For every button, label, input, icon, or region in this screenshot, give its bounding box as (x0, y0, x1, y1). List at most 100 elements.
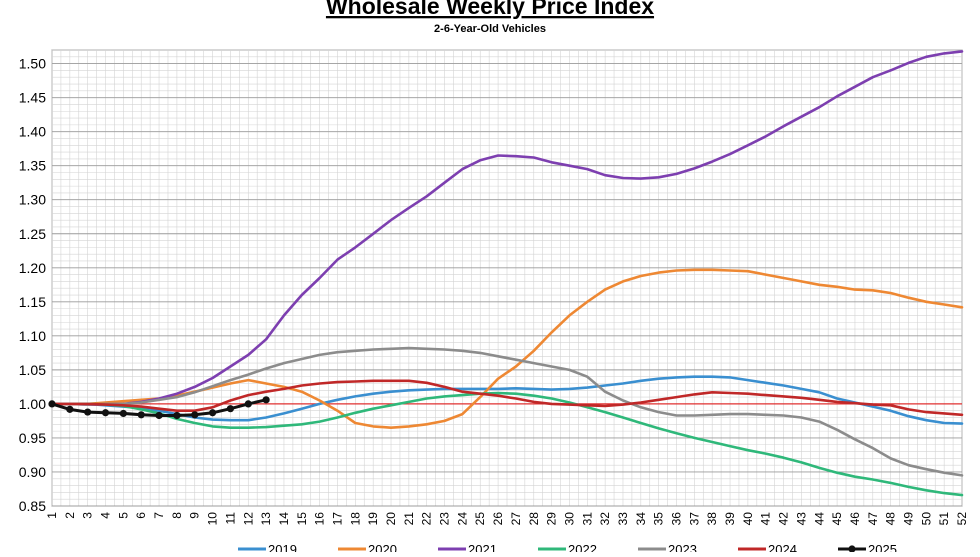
series-point-2025 (155, 411, 163, 420)
chart-subtitle: 2-6-Year-Old Vehicles (434, 23, 546, 35)
legend-label-2025: 2025 (868, 542, 897, 552)
x-tick-label: 30 (562, 512, 576, 526)
series-point-2025 (101, 409, 110, 417)
series-line-2019 (50, 375, 964, 425)
y-tick-label: 1.20 (19, 260, 46, 276)
y-tick-label: 1.45 (19, 90, 46, 106)
x-tick-label: 5 (116, 512, 130, 519)
y-axis-ticks: 1.50 1.45 1.40 1.35 1.30 1.25 1.20 1.15 1.10 1.05… (19, 56, 46, 514)
x-tick-label: 3 (81, 512, 95, 519)
x-tick-label: 32 (598, 512, 612, 526)
legend-label-2023: 2023 (668, 542, 697, 552)
x-tick-label: 7 (152, 512, 166, 519)
legend-label-2020: 2020 (368, 542, 397, 552)
x-tick-label: 26 (491, 512, 505, 526)
x-tick-label: 46 (848, 512, 862, 526)
series-point-2025 (226, 405, 235, 413)
x-tick-label: 17 (330, 512, 344, 526)
x-tick-label: 34 (634, 512, 648, 526)
series-point-2025 (244, 400, 252, 408)
x-tick-label: 21 (402, 512, 416, 526)
x-tick-label: 28 (527, 512, 541, 526)
chart-title: Wholesale Weekly Price Index (326, 0, 654, 19)
y-tick-label: 1.10 (19, 328, 46, 344)
x-tick-label: 51 (937, 512, 951, 526)
x-axis-ticks: 1 2 3 4 5 6 7 8 9 10 11 12 13 14 15 16 17 18 19 20 21 22 23 24 2… (45, 512, 969, 526)
series-point-2025 (119, 409, 127, 418)
x-tick-label: 48 (884, 512, 898, 526)
y-tick-label: 1.30 (19, 192, 46, 208)
x-tick-label: 35 (652, 512, 666, 526)
x-tick-label: 11 (223, 512, 237, 525)
x-tick-label: 10 (206, 512, 220, 526)
x-tick-label: 22 (420, 512, 434, 526)
legend-label-2022: 2022 (568, 542, 597, 552)
series-point-2025 (66, 405, 74, 413)
x-tick-label: 9 (188, 512, 202, 519)
x-tick-label: 45 (830, 512, 844, 526)
x-tick-label: 52 (955, 512, 969, 526)
x-tick-label: 50 (919, 512, 933, 526)
x-tick-label: 20 (384, 512, 398, 526)
x-tick-label: 8 (170, 512, 184, 519)
y-tick-label: 0.90 (19, 464, 46, 480)
x-tick-label: 12 (241, 512, 255, 526)
x-tick-label: 18 (348, 512, 362, 526)
x-tick-label: 37 (687, 512, 701, 526)
y-tick-label: 1.05 (19, 362, 46, 378)
series-line-2022 (50, 391, 964, 497)
series-line-2023 (50, 346, 964, 477)
series-point-2025 (84, 408, 92, 416)
series-point-2025 (173, 411, 181, 420)
series-point-2025 (191, 411, 199, 419)
x-tick-label: 47 (866, 512, 880, 526)
x-tick-label: 39 (723, 512, 737, 526)
y-tick-label: 1.50 (19, 56, 46, 72)
series-line-2021 (50, 50, 964, 406)
x-tick-label: 36 (670, 512, 684, 526)
x-tick-label: 24 (455, 512, 469, 526)
x-tick-label: 42 (777, 512, 791, 526)
x-tick-label: 19 (366, 512, 380, 526)
x-tick-label: 4 (99, 512, 113, 519)
x-tick-label: 44 (812, 512, 826, 526)
x-tick-label: 13 (259, 512, 273, 526)
y-tick-label: 0.85 (19, 498, 46, 514)
x-tick-label: 49 (901, 512, 915, 526)
x-tick-label: 43 (794, 512, 808, 526)
x-tick-label: 15 (295, 512, 309, 526)
x-tick-label: 29 (545, 512, 559, 526)
x-tick-label: 25 (473, 512, 487, 526)
series-line-2024 (50, 379, 964, 417)
y-tick-label: 0.95 (19, 430, 46, 446)
y-tick-label: 1.00 (19, 396, 46, 412)
series-point-2025 (48, 400, 56, 408)
y-tick-label: 1.35 (19, 158, 46, 174)
x-tick-label: 2 (63, 512, 77, 519)
legend-label-2021: 2021 (468, 542, 497, 552)
y-tick-label: 1.40 (19, 124, 46, 140)
legend-label-2024: 2024 (768, 542, 797, 552)
x-tick-label: 33 (616, 512, 630, 526)
x-tick-label: 31 (580, 512, 594, 526)
x-tick-label: 1 (45, 512, 59, 519)
x-tick-label: 41 (759, 512, 773, 526)
series-point-2025 (262, 396, 270, 404)
x-tick-label: 16 (313, 512, 327, 526)
x-tick-label: 14 (277, 512, 291, 526)
x-tick-label: 6 (134, 512, 148, 519)
legend-label-2019: 2019 (268, 542, 297, 552)
x-tick-label: 40 (741, 512, 755, 526)
legend: 2019 2020 2021 2022 2023 2024 2025 (238, 542, 897, 557)
y-tick-label: 1.25 (19, 226, 46, 242)
x-tick-label: 38 (705, 512, 719, 526)
series-group (48, 50, 964, 497)
y-tick-label: 1.15 (19, 294, 46, 310)
legend-marker-2025 (848, 545, 856, 553)
x-tick-label: 23 (438, 512, 452, 526)
series-point-2025 (137, 411, 145, 419)
x-tick-label: 27 (509, 512, 523, 526)
series-point-2025 (208, 409, 217, 417)
